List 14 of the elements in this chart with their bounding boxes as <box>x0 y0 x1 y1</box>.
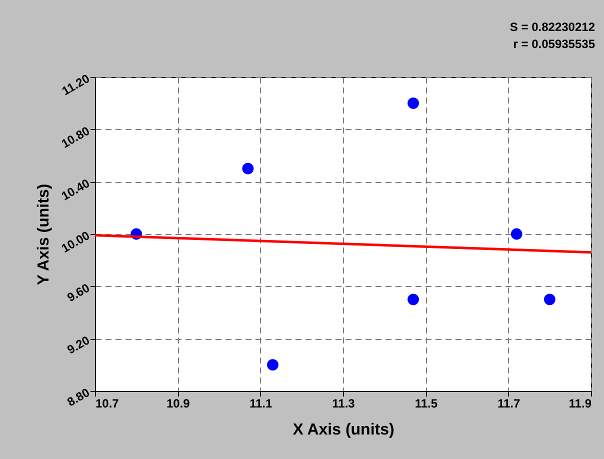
y-tick-label: 9.20 <box>64 332 92 357</box>
x-tick-label: 10.7 <box>96 396 120 410</box>
y-tick-label: 9.60 <box>64 280 92 305</box>
text: r = 0.05935535 <box>513 37 596 51</box>
x-tick-label: 11.5 <box>414 396 438 410</box>
x-axis-title: X Axis (units) <box>292 422 394 438</box>
y-axis-title: Y Axis (units) <box>35 184 52 286</box>
x-tick-label: 10.9 <box>166 396 190 410</box>
x-tick-label: 11.3 <box>332 396 356 410</box>
x-tick-label: 11.1 <box>249 396 272 410</box>
text: S = 0.82230212 <box>510 20 596 34</box>
x-tick-label: 11.9 <box>568 396 592 410</box>
x-tick-label: 11.7 <box>497 396 520 410</box>
y-tick-label: 8.80 <box>64 385 92 410</box>
